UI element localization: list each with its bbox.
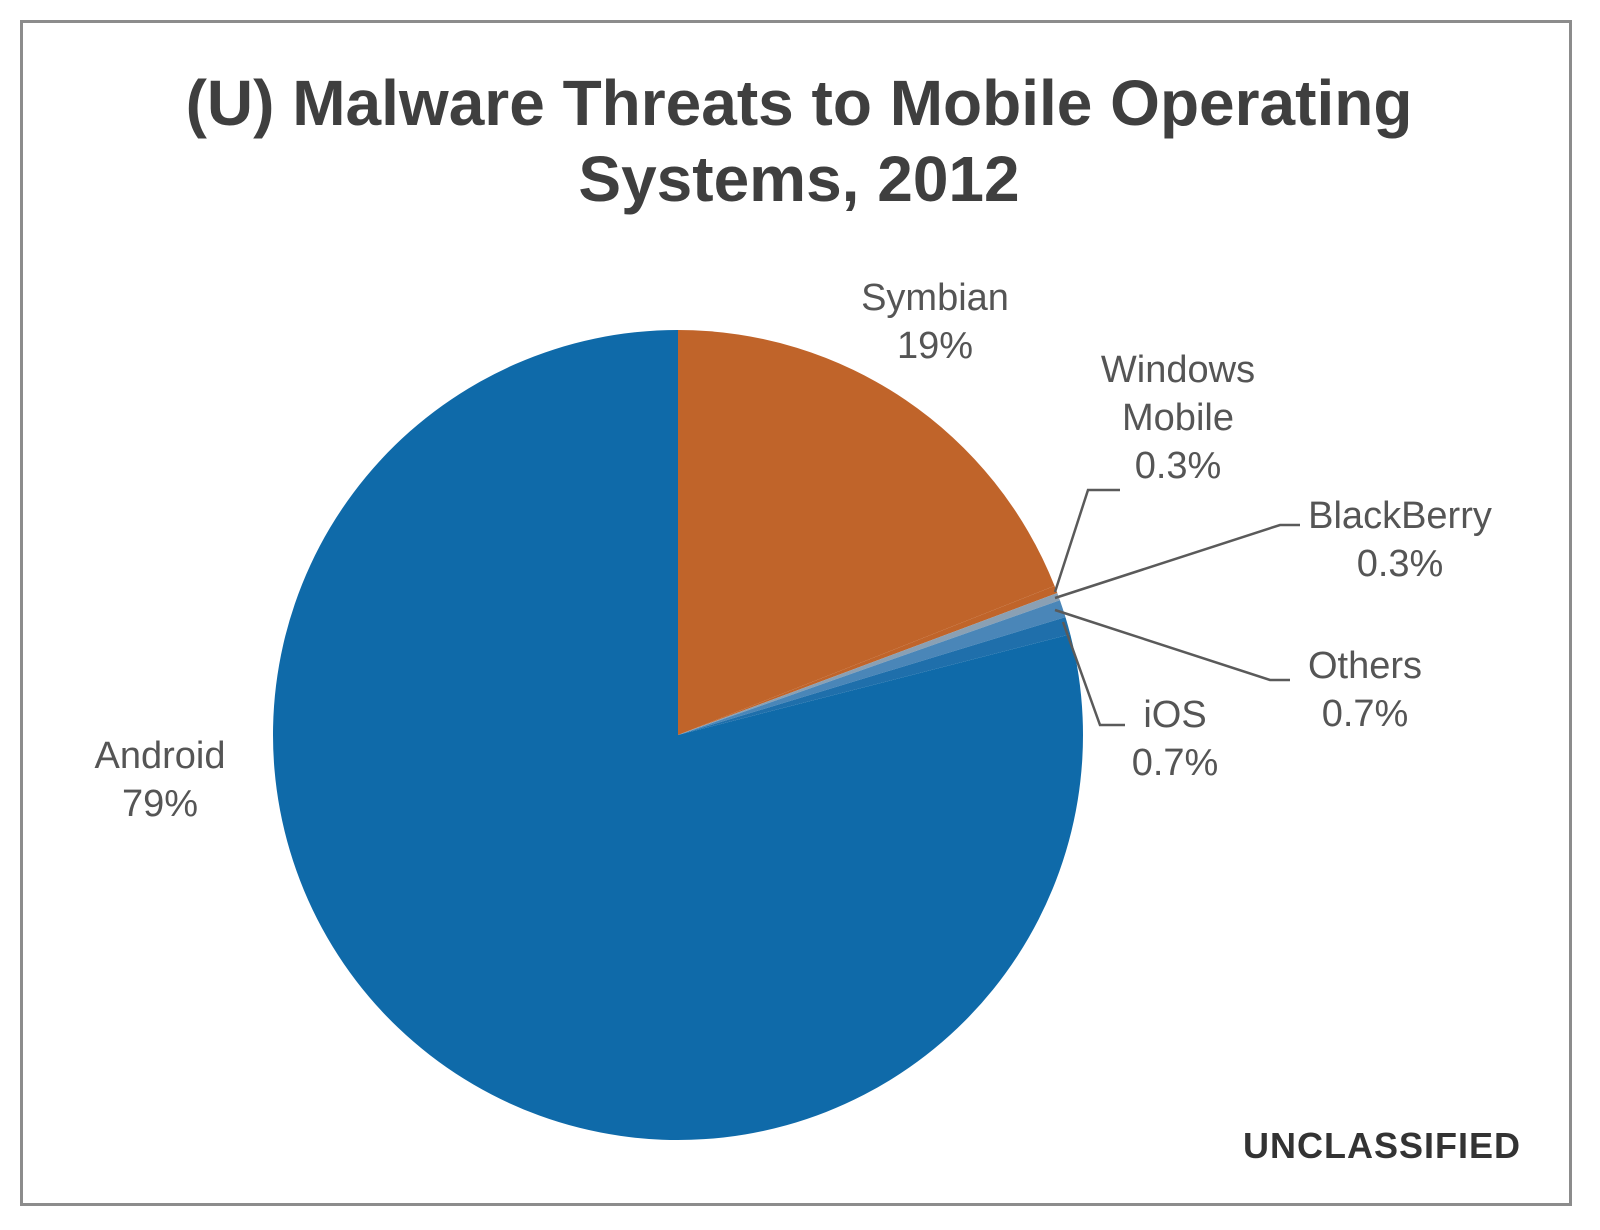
slice-name: Windows — [1101, 349, 1255, 391]
slice-name: Android — [95, 735, 226, 777]
chart-title-line-2: Systems, 2012 — [578, 143, 1020, 215]
leader-line-blackberry — [1054, 523, 1300, 600]
slice-label-windows-mobile: Windows Mobile 0.3% — [1101, 349, 1255, 487]
leader-line-windows-mobile — [1053, 488, 1120, 593]
pie-slice-others — [678, 600, 1066, 735]
pie-slice-windows-mobile — [678, 585, 1058, 735]
pie-slice-symbian — [678, 330, 1055, 735]
slice-value: 19% — [897, 325, 973, 367]
slice-label-blackberry: BlackBerry 0.3% — [1308, 495, 1492, 585]
slice-label-android: Android 79% — [95, 735, 226, 825]
chart-title: (U) Malware Threats to Mobile Operating … — [23, 65, 1575, 217]
slice-value: 0.7% — [1322, 693, 1409, 735]
slice-label-others: Others 0.7% — [1308, 645, 1422, 735]
slice-name: Others — [1308, 645, 1422, 687]
pie-slice-blackberry — [678, 593, 1060, 735]
slice-label-ios: iOS 0.7% — [1132, 694, 1219, 784]
slice-value: 79% — [122, 783, 198, 825]
chart-title-line-1: (U) Malware Threats to Mobile Operating — [185, 67, 1413, 139]
slice-name: BlackBerry — [1308, 495, 1492, 537]
pie-slice-ios — [678, 617, 1071, 735]
slice-name: Mobile — [1122, 397, 1234, 439]
slice-name: Symbian — [861, 277, 1009, 319]
slice-value: 0.3% — [1135, 445, 1222, 487]
pie-slice-android — [273, 330, 1083, 1140]
slice-value: 0.3% — [1357, 543, 1444, 585]
slice-value: 0.7% — [1132, 742, 1219, 784]
leader-line-ios — [1061, 621, 1125, 727]
classification-marking: UNCLASSIFIED — [1242, 1125, 1521, 1166]
slice-name: iOS — [1143, 694, 1206, 736]
leader-line-others — [1054, 608, 1290, 682]
slice-label-symbian: Symbian 19% — [861, 277, 1009, 367]
